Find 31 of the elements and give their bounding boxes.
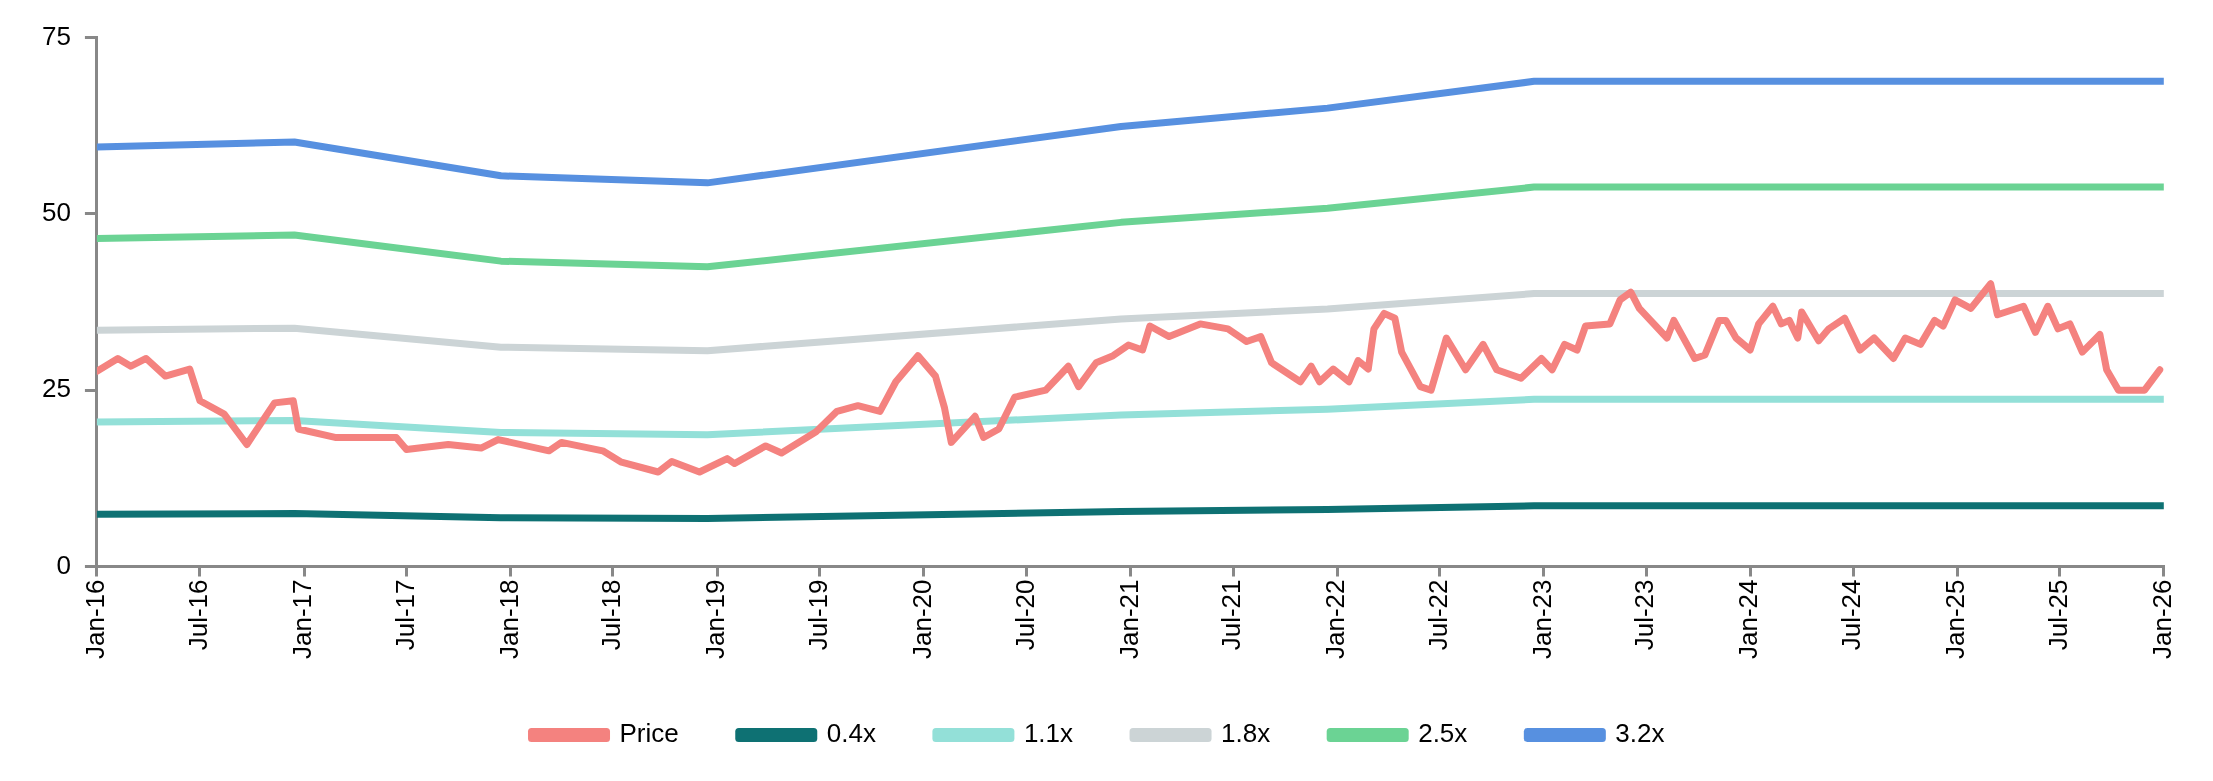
x-tick-label: Jan-20 [906, 579, 937, 659]
x-tick-label: Jul-23 [1629, 579, 1660, 651]
x-tick-label: Jul-17 [389, 579, 420, 651]
x-tick-label: Jan-23 [1526, 579, 1557, 659]
x-tick-label: Jan-24 [1733, 579, 1764, 659]
legend-label: 2.5x [1418, 718, 1468, 749]
x-tick-label: Jul-20 [1009, 579, 1040, 651]
y-tick-label: 0 [56, 549, 71, 580]
x-tick-label: Jul-19 [802, 579, 833, 651]
x-tick-label: Jan-16 [80, 579, 111, 659]
legend-label: 0.4x [826, 718, 876, 749]
x-tick-label: Jan-17 [287, 579, 318, 659]
legend-label: 3.2x [1615, 718, 1665, 749]
legend-label: 1.1x [1023, 718, 1074, 749]
x-tick-label: Jan-25 [1940, 579, 1971, 659]
legend-label: Price [619, 718, 679, 749]
x-tick-label: Jan-26 [2146, 579, 2177, 659]
x-tick-label: Jan-19 [700, 579, 731, 659]
x-tick-label: Jul-24 [1836, 579, 1867, 651]
x-tick-label: Jul-18 [596, 579, 627, 651]
y-tick-label: 25 [42, 373, 71, 404]
x-tick-label: Jul-21 [1216, 579, 1247, 651]
x-tick-label: Jul-25 [2042, 579, 2073, 651]
x-tick-label: Jan-22 [1320, 579, 1351, 659]
x-tick-label: Jan-18 [493, 579, 524, 659]
legend-label: 1.8x [1221, 718, 1271, 749]
y-tick-label: 75 [42, 20, 71, 51]
x-tick-label: Jul-16 [183, 579, 214, 651]
y-tick-label: 50 [42, 197, 71, 228]
x-tick-label: Jan-21 [1113, 579, 1144, 659]
x-tick-label: Jul-22 [1422, 579, 1453, 651]
